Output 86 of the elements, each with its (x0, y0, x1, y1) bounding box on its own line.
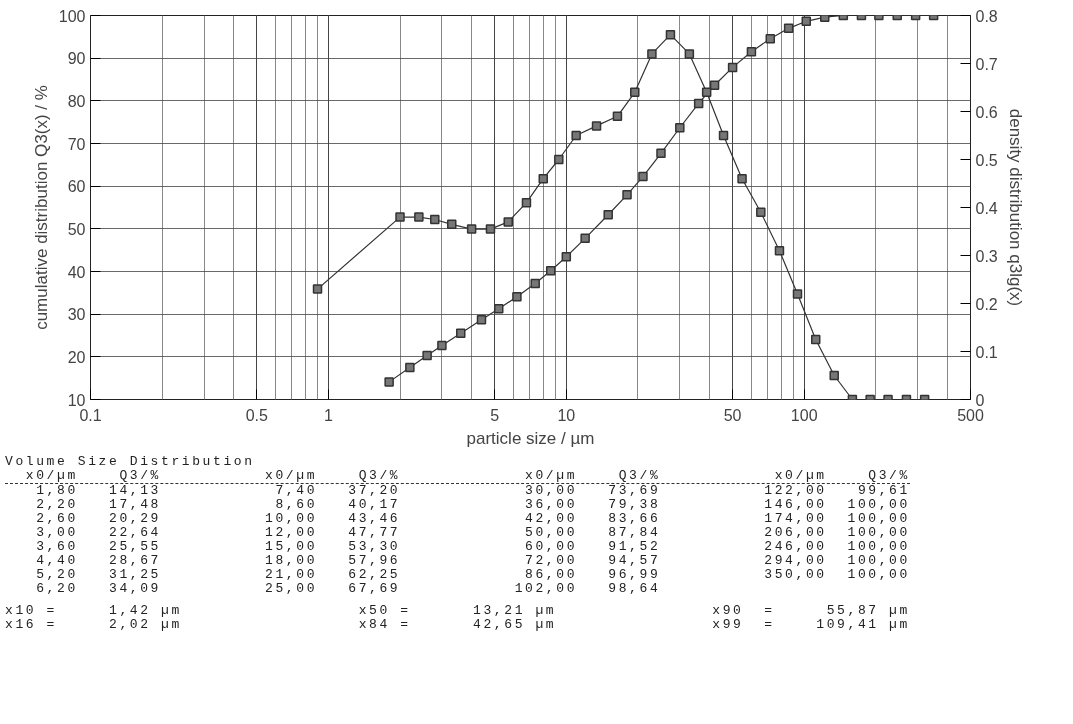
x-tick-label: 0.5 (245, 406, 269, 424)
text: Volume Size Distribution (5, 454, 256, 469)
x-tick-label: 50 (723, 406, 742, 424)
point (493, 304, 504, 314)
y-tick-label: 60 (67, 178, 86, 196)
point (737, 173, 747, 184)
point (718, 130, 729, 141)
x-tick-label: 100 (790, 406, 818, 424)
y-tick-label: 50 (67, 220, 86, 238)
x-axis-title: particle size / µm (466, 428, 595, 448)
point (538, 173, 548, 184)
point (395, 212, 405, 222)
y2-tick-label: 0.6 (975, 103, 998, 121)
point (476, 315, 487, 325)
point (647, 49, 657, 59)
point (466, 224, 477, 234)
y-tick-label: 100 (58, 7, 86, 25)
point (684, 49, 695, 59)
x-tick-label: 1 (323, 406, 333, 424)
point (630, 87, 640, 98)
text: 3,60 25,55 15,00 53,30 60,00 91,52 246,00 100,00 (35, 539, 910, 554)
text: 4,40 28,67 18,00 57,96 72,00 94,57 294,00 100,00 (35, 553, 910, 568)
point (422, 350, 432, 361)
point (746, 46, 757, 57)
point (503, 217, 513, 227)
point (820, 15, 830, 22)
x-tick-label: 5 (490, 406, 500, 424)
point (591, 121, 602, 131)
text: 2,60 20,29 10,00 43,46 42,00 83,66 174,00 100,00 (35, 511, 910, 526)
point (829, 370, 839, 381)
point (430, 214, 440, 225)
point (727, 62, 738, 73)
y2-tick-label: 0 (975, 391, 985, 409)
y-tick-label: 80 (67, 92, 86, 110)
point (384, 377, 394, 387)
text: x16 = 2,02 µm x84 = 42,65 µm x99 = 109,41 µm (5, 617, 910, 632)
point (512, 291, 522, 302)
point (638, 171, 648, 182)
text: 5,20 31,25 21,00 62,25 86,00 96,99 350,00 100,00 (35, 567, 910, 582)
text: 2,20 17,48 8,60 40,17 36,00 79,38 146,00 100,00 (35, 497, 910, 512)
y2-tick-label: 0.8 (975, 7, 998, 25)
y2-tick-label: 0.5 (975, 151, 998, 169)
x-tick-label: 0.1 (79, 406, 102, 424)
point (756, 207, 766, 218)
point (709, 80, 720, 90)
point (675, 123, 685, 133)
y2-tick-label: 0.2 (975, 295, 998, 313)
point (765, 33, 776, 44)
point (801, 16, 812, 27)
point (530, 278, 540, 289)
point (792, 289, 803, 299)
y2-tick-label: 0.3 (975, 247, 998, 265)
point (665, 29, 676, 40)
y-tick-label: 10 (67, 391, 86, 409)
text: 3,00 22,64 12,00 47,77 50,00 87,84 206,00 100,00 (35, 525, 910, 540)
point (810, 334, 821, 345)
y-tick-label: 30 (67, 306, 86, 324)
point (622, 190, 632, 200)
point (693, 98, 704, 109)
point (612, 111, 623, 122)
text: x10 = 1,42 µm x50 = 13,21 µm x90 = 55,87 µm (5, 603, 910, 618)
point (603, 210, 613, 220)
point (485, 224, 496, 234)
point (701, 87, 712, 98)
point (783, 23, 794, 34)
y-tick-label: 20 (67, 348, 86, 366)
x-tick-label: 10 (557, 406, 576, 424)
y2-tick-label: 0.4 (975, 199, 998, 217)
x-tick-label: 500 (957, 406, 984, 424)
text: 1,80 14,13 7,40 37,20 30,00 73,69 122,00 99,61 (35, 483, 910, 498)
point (774, 245, 785, 256)
point (414, 212, 424, 222)
point (656, 148, 666, 159)
y-tick-label: 40 (67, 263, 86, 281)
y2-tick-label: 0.1 (975, 343, 998, 361)
y-tick-label: 70 (67, 135, 86, 153)
point (447, 219, 457, 230)
point (405, 362, 415, 373)
point (456, 328, 466, 338)
y2-axis-title: density distribution q3lg(x) (1005, 108, 1025, 307)
y2-tick-label: 0.7 (975, 55, 998, 73)
y-tick-label: 90 (67, 50, 86, 68)
text: x0/µm Q3/% x0/µm Q3/% x0/µm Q3/% x0/µm Q3/% (5, 468, 910, 484)
text: 6,20 34,09 25,00 67,69 102,00 98,64 (35, 581, 662, 596)
y-axis-title: cumulative distribution Q3(x) / % (31, 85, 51, 330)
point (521, 197, 532, 208)
